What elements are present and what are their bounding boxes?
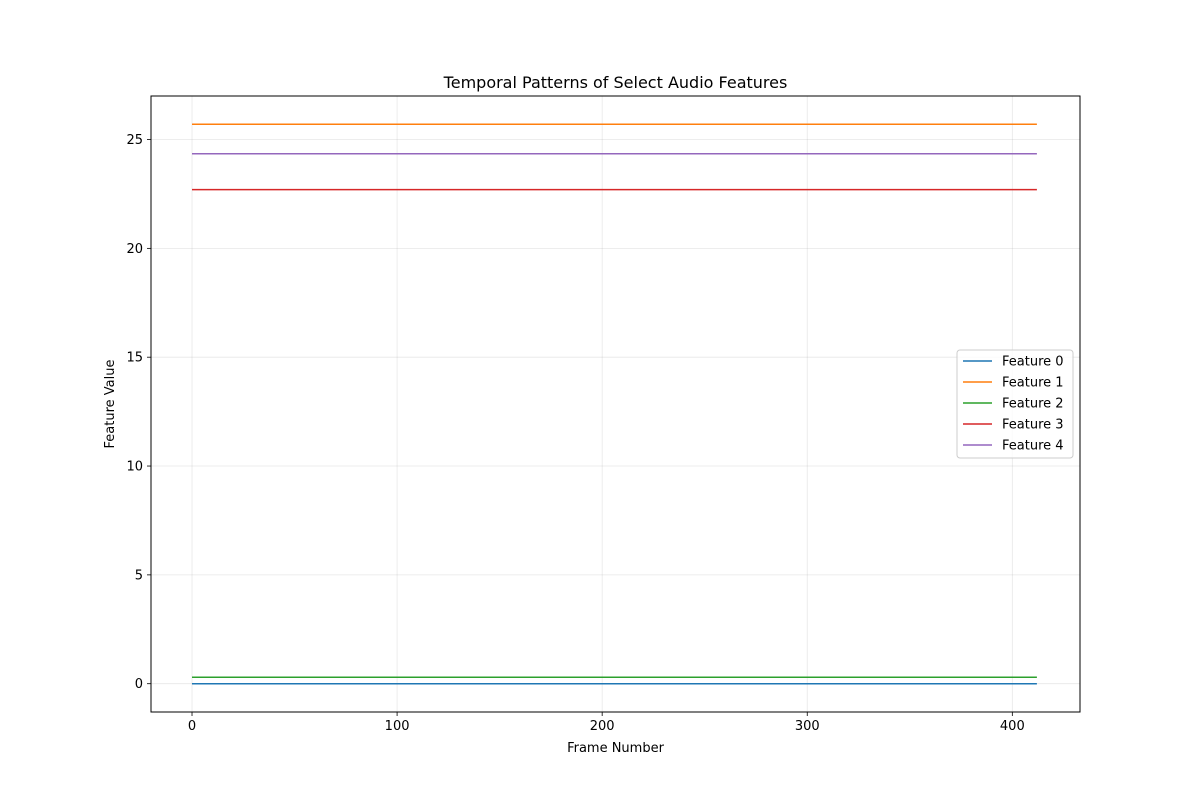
x-axis-label: Frame Number [567, 741, 665, 756]
grid [151, 96, 1080, 712]
legend-label-3: Feature 3 [1002, 418, 1064, 433]
y-tick-label: 25 [126, 133, 143, 148]
x-axis-ticks: 0 100 200 300 400 [188, 712, 1025, 734]
x-tick-label: 0 [188, 719, 196, 734]
chart-title: Temporal Patterns of Select Audio Featur… [443, 73, 788, 92]
y-axis-label: Feature Value [103, 360, 118, 449]
x-tick-label: 400 [1000, 719, 1025, 734]
legend: Feature 0 Feature 1 Feature 2 Feature 3 Feat… [956, 349, 1074, 459]
y-tick-label: 0 [135, 677, 143, 692]
legend-label-2: Feature 2 [1002, 397, 1064, 412]
y-tick-label: 20 [126, 242, 143, 257]
x-tick-label: 100 [385, 719, 410, 734]
y-tick-label: 10 [126, 460, 143, 475]
legend-label-4: Feature 4 [1002, 439, 1064, 454]
plot-area-frame [150, 95, 1081, 713]
y-axis-ticks: 0 5 10 15 20 25 [126, 133, 151, 692]
x-tick-label: 200 [590, 719, 615, 734]
y-tick-label: 5 [135, 568, 143, 583]
y-tick-label: 15 [126, 351, 143, 366]
legend-box [956, 349, 1074, 459]
legend-label-1: Feature 1 [1002, 376, 1064, 391]
legend-label-0: Feature 0 [1002, 355, 1064, 370]
series-lines [192, 123, 1037, 685]
x-tick-label: 300 [795, 719, 820, 734]
